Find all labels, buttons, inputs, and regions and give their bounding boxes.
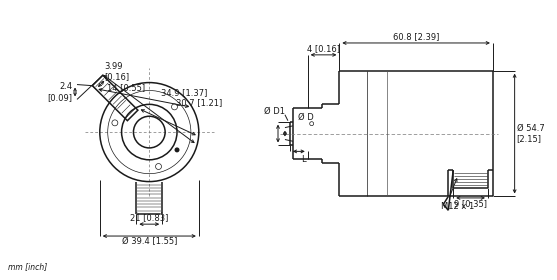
- Text: 14 [0.55]: 14 [0.55]: [107, 83, 145, 93]
- Text: M12 x 1: M12 x 1: [441, 202, 475, 211]
- Text: 60.8 [2.39]: 60.8 [2.39]: [393, 32, 439, 41]
- Text: Ø D: Ø D: [298, 113, 314, 122]
- Text: Ø 39.4 [1.55]: Ø 39.4 [1.55]: [121, 237, 177, 246]
- Text: 9 [0.35]: 9 [0.35]: [454, 199, 487, 208]
- Text: 3.99
[0.16]: 3.99 [0.16]: [104, 62, 129, 81]
- Text: 21 [0.83]: 21 [0.83]: [130, 213, 168, 222]
- Text: 34.9 [1.37]: 34.9 [1.37]: [161, 88, 207, 97]
- Text: L: L: [301, 155, 306, 164]
- Text: Ø D1: Ø D1: [264, 107, 285, 116]
- Text: 2.4
[0.09]: 2.4 [0.09]: [47, 82, 72, 102]
- Text: mm [inch]: mm [inch]: [8, 262, 47, 271]
- Text: 30.7 [1.21]: 30.7 [1.21]: [176, 99, 222, 108]
- Text: Ø 54.7
[2.15]: Ø 54.7 [2.15]: [516, 124, 544, 143]
- Text: 4 [0.16]: 4 [0.16]: [307, 44, 340, 53]
- Circle shape: [175, 148, 179, 152]
